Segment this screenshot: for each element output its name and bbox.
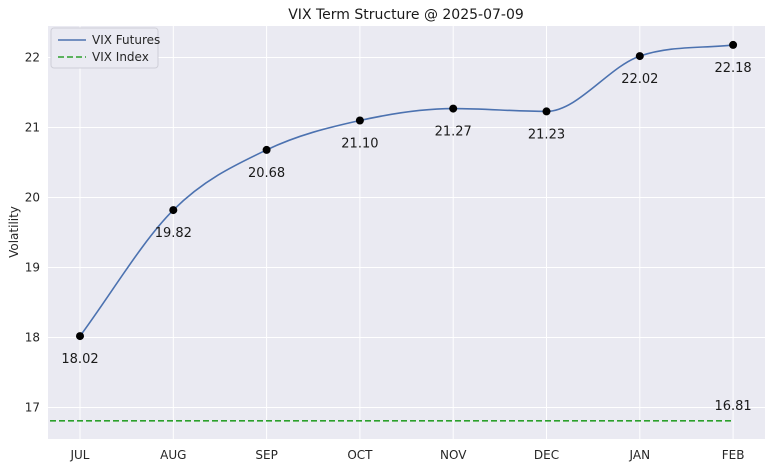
x-tick-label: JAN xyxy=(629,448,651,462)
y-tick-label: 20 xyxy=(25,191,40,205)
data-label: 21.23 xyxy=(528,127,565,142)
x-tick-label: AUG xyxy=(160,448,186,462)
data-point xyxy=(262,145,271,154)
vix-index-label: 16.81 xyxy=(714,399,751,414)
data-point xyxy=(635,52,644,61)
data-point xyxy=(729,40,738,49)
data-label: 21.27 xyxy=(435,125,472,140)
chart-title: VIX Term Structure @ 2025-07-09 xyxy=(288,7,524,23)
plot-area xyxy=(48,26,765,439)
data-label: 19.82 xyxy=(155,226,192,241)
x-tick-label: NOV xyxy=(440,448,467,462)
legend: VIX Futures VIX Index xyxy=(50,27,160,69)
y-tick-label: 22 xyxy=(25,51,40,65)
legend-box xyxy=(50,27,159,69)
y-tick-label: 19 xyxy=(25,261,40,275)
legend-label-futures: VIX Futures xyxy=(92,33,160,47)
data-label: 20.68 xyxy=(248,166,285,181)
x-axis-ticks: JUL AUG SEP OCT NOV DEC JAN FEB xyxy=(69,448,744,462)
x-tick-label: SEP xyxy=(255,448,277,462)
x-tick-label: JUL xyxy=(69,448,89,462)
data-point xyxy=(542,107,551,116)
x-tick-label: OCT xyxy=(347,448,373,462)
y-tick-label: 17 xyxy=(25,401,40,415)
grid-lines xyxy=(48,26,765,439)
data-label: 18.02 xyxy=(61,352,98,367)
y-axis-ticks: 17 18 19 20 21 22 xyxy=(25,51,40,415)
data-label: 21.10 xyxy=(341,137,378,152)
data-label: 22.18 xyxy=(714,61,751,76)
y-tick-label: 21 xyxy=(25,121,40,135)
x-tick-label: DEC xyxy=(534,448,559,462)
futures-data-labels: 18.02 19.82 20.68 21.10 21.27 21.23 22.02 22.18 xyxy=(61,61,751,367)
x-tick-label: FEB xyxy=(722,448,745,462)
legend-label-index: VIX Index xyxy=(92,50,149,64)
data-point xyxy=(169,206,178,215)
data-point xyxy=(449,104,458,113)
y-tick-label: 18 xyxy=(25,331,40,345)
y-axis-label: Volatility xyxy=(7,206,21,258)
futures-markers xyxy=(76,40,738,341)
data-point xyxy=(76,332,84,341)
data-point xyxy=(355,116,364,125)
data-label: 22.02 xyxy=(621,72,658,87)
